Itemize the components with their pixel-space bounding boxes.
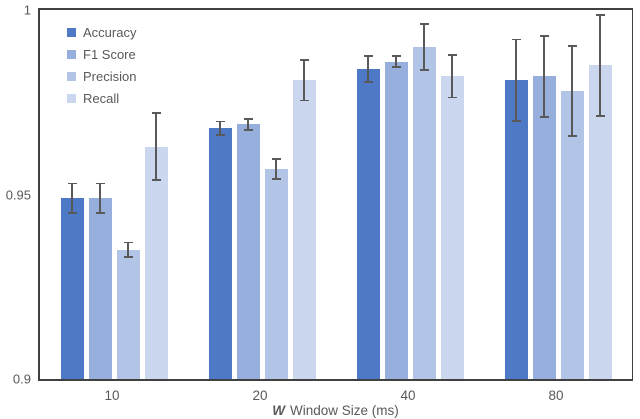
error-bar-cap bbox=[419, 68, 429, 71]
legend-label: Recall bbox=[83, 90, 120, 106]
bar-recall-80 bbox=[588, 65, 612, 379]
error-bar-cap bbox=[511, 38, 521, 41]
y-tick-label: 1 bbox=[23, 2, 31, 18]
error-bar-line bbox=[571, 46, 573, 137]
error-bar-cap bbox=[391, 66, 401, 69]
bar-precision-20 bbox=[264, 168, 288, 379]
legend-item-precision: Precision bbox=[67, 65, 136, 87]
error-bar-line bbox=[127, 242, 129, 258]
error-bar-cap bbox=[243, 117, 253, 120]
error-bar-cap bbox=[391, 55, 401, 58]
error-bar-cap bbox=[539, 34, 549, 37]
error-bar-cap bbox=[151, 178, 161, 181]
error-bar-line bbox=[303, 59, 305, 101]
error-bar-cap bbox=[419, 23, 429, 25]
bar-accuracy-10 bbox=[60, 198, 84, 379]
legend-item-accuracy: Accuracy bbox=[67, 21, 136, 43]
error-bar-line bbox=[543, 35, 545, 117]
error-bar-cap bbox=[539, 116, 549, 118]
bar-accuracy-20 bbox=[208, 128, 232, 379]
error-bar-cap bbox=[447, 96, 457, 99]
x-axis-title-text: Window Size (ms) bbox=[289, 403, 399, 418]
error-bar-line bbox=[155, 113, 157, 180]
bar-accuracy-80 bbox=[504, 80, 528, 379]
error-bar-cap bbox=[67, 182, 77, 185]
error-bar-cap bbox=[299, 58, 309, 61]
error-bar-cap bbox=[151, 112, 161, 115]
x-tick-label: 20 bbox=[252, 388, 268, 403]
legend-swatch bbox=[67, 71, 76, 81]
error-bar-line bbox=[367, 56, 369, 82]
bar-f1-score-10 bbox=[88, 198, 112, 379]
x-axis-title: W Window Size (ms) bbox=[38, 403, 633, 418]
error-bar-line bbox=[451, 55, 453, 98]
error-bar-cap bbox=[447, 54, 457, 57]
y-tick-label: 0.95 bbox=[5, 187, 31, 202]
error-bar-cap bbox=[243, 129, 253, 131]
error-bar-cap bbox=[123, 256, 133, 259]
error-bar-cap bbox=[567, 135, 577, 138]
error-bar-cap bbox=[567, 45, 577, 48]
error-bar-cap bbox=[595, 115, 605, 117]
error-bar-cap bbox=[511, 119, 521, 122]
x-tick-label: 80 bbox=[548, 388, 564, 403]
error-bar-line bbox=[395, 56, 397, 68]
legend-item-f1-score: F1 Score bbox=[67, 43, 136, 65]
error-bar-line bbox=[99, 183, 101, 213]
error-bar-line bbox=[423, 24, 425, 70]
legend: Accuracy F1 Score Precision Recall bbox=[67, 21, 136, 109]
y-tick-label: 0.9 bbox=[12, 371, 31, 387]
legend-label: F1 Score bbox=[83, 46, 136, 62]
error-bar-line bbox=[275, 158, 277, 179]
error-bar-cap bbox=[271, 177, 281, 180]
legend-label: Accuracy bbox=[83, 24, 137, 40]
error-bar-line bbox=[247, 118, 249, 130]
bar-f1-score-40 bbox=[384, 61, 408, 379]
error-bar-cap bbox=[123, 241, 133, 244]
legend-swatch bbox=[67, 49, 76, 59]
error-bar-cap bbox=[215, 133, 225, 136]
bar-recall-20 bbox=[292, 80, 316, 379]
error-bar-cap bbox=[299, 99, 309, 102]
error-bar-cap bbox=[363, 55, 373, 58]
error-bar-cap bbox=[67, 212, 77, 214]
legend-label: Precision bbox=[83, 68, 137, 84]
bar-f1-score-80 bbox=[532, 76, 556, 379]
error-bar-cap bbox=[215, 120, 225, 123]
error-bar-line bbox=[599, 14, 601, 116]
error-bar-cap bbox=[271, 157, 281, 160]
error-bar-line bbox=[219, 121, 221, 135]
error-bar-line bbox=[515, 39, 517, 121]
y-axis-labels: 1 0.95 0.9 bbox=[0, 3, 33, 387]
x-axis-title-variable: W bbox=[272, 403, 285, 418]
error-bar-cap bbox=[363, 81, 373, 83]
x-tick-label: 40 bbox=[400, 388, 416, 403]
error-bar-cap bbox=[595, 13, 605, 16]
error-bar-line bbox=[71, 183, 73, 213]
x-tick-label: 10 bbox=[104, 388, 120, 403]
plot-area: Accuracy F1 Score Precision Recall bbox=[38, 8, 633, 381]
error-bar-cap bbox=[95, 212, 105, 214]
bar-f1-score-20 bbox=[236, 124, 260, 379]
legend-swatch bbox=[67, 93, 76, 103]
bar-precision-40 bbox=[412, 46, 436, 379]
bar-recall-10 bbox=[144, 146, 168, 379]
bar-recall-40 bbox=[440, 76, 464, 379]
bar-precision-80 bbox=[560, 91, 584, 379]
legend-item-recall: Recall bbox=[67, 87, 136, 109]
bar-precision-10 bbox=[116, 249, 140, 379]
legend-swatch bbox=[67, 27, 76, 37]
x-axis-labels: 10 20 40 80 bbox=[38, 388, 633, 404]
error-bar-cap bbox=[95, 182, 105, 185]
bar-accuracy-40 bbox=[356, 69, 380, 379]
